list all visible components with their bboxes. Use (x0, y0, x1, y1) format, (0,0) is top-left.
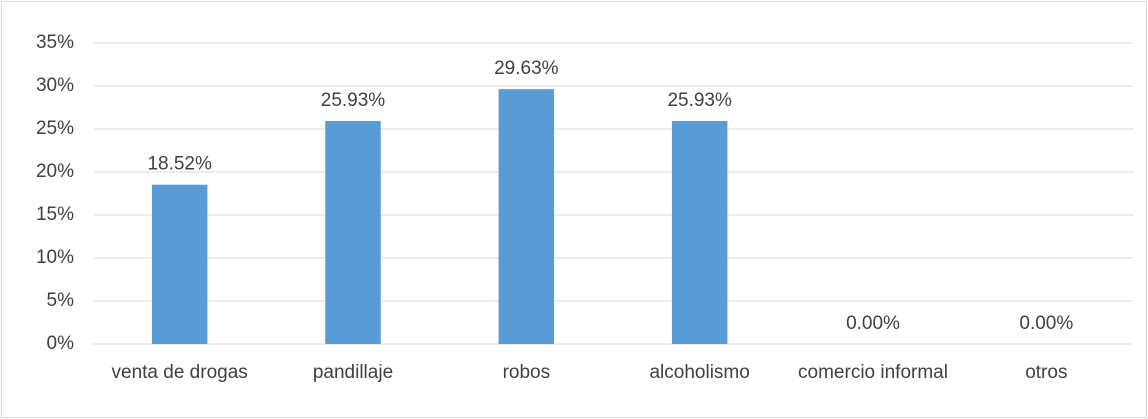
x-tick-label: alcoholismo (649, 362, 750, 383)
bar (671, 121, 728, 344)
y-tick-label: 10% (36, 247, 74, 268)
x-tick-label: pandillaje (312, 362, 394, 383)
y-tick-label: 20% (36, 161, 74, 182)
x-tick-label: venta de drogas (111, 362, 248, 383)
bar (498, 89, 555, 344)
y-tick-label: 5% (47, 290, 75, 311)
x-tick-label: comercio informal (798, 362, 948, 383)
x-tick-label: otros (1025, 362, 1068, 383)
data-label: 29.63% (494, 58, 559, 79)
data-label: 18.52% (147, 154, 212, 175)
data-label: 25.93% (667, 90, 732, 111)
bar (325, 121, 381, 344)
y-tick-label: 25% (36, 118, 74, 139)
data-label: 25.93% (321, 90, 386, 111)
y-tick-label: 35% (36, 32, 74, 53)
y-tick-label: 15% (36, 204, 74, 225)
y-tick-label: 30% (36, 75, 74, 96)
data-label: 0.00% (1019, 313, 1073, 334)
data-label: 0.00% (846, 313, 900, 334)
bar (151, 184, 208, 344)
y-tick-label: 0% (47, 333, 75, 354)
x-tick-label: robos (502, 362, 551, 383)
